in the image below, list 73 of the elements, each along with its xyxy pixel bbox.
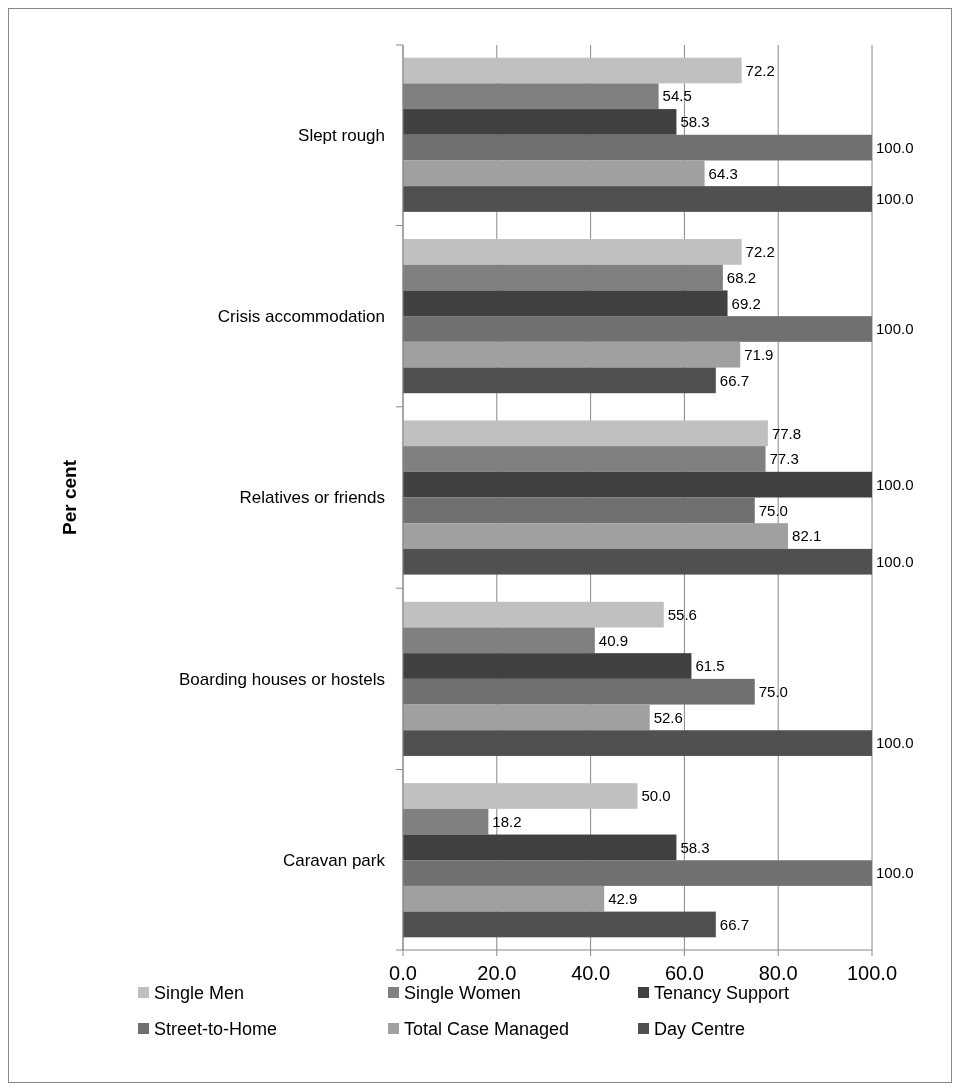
data-label: 54.5 [662, 87, 692, 105]
bar [403, 783, 638, 809]
x-tick-label: 60.0 [664, 962, 704, 984]
data-label: 42.9 [608, 890, 638, 908]
data-label: 58.3 [680, 113, 710, 131]
legend-label: Total Case Managed [404, 1019, 570, 1040]
legend-label: Day Centre [654, 1019, 746, 1040]
data-label: 68.2 [726, 268, 757, 286]
bar [403, 497, 755, 524]
bar [403, 471, 872, 498]
bar [403, 601, 664, 628]
data-label: 100.0 [876, 552, 914, 570]
bar [403, 239, 742, 265]
bar [403, 57, 742, 84]
data-label: 55.6 [667, 605, 697, 623]
bar [403, 420, 768, 447]
x-tick-label: 40.0 [571, 962, 611, 984]
x-tick-label: 80.0 [758, 962, 798, 984]
data-label: 50.0 [641, 787, 671, 805]
bar [403, 548, 872, 575]
data-label: 75.0 [758, 682, 788, 700]
bar [403, 678, 755, 705]
data-label: 72.2 [745, 243, 775, 261]
data-label: 100.0 [876, 138, 914, 156]
y-tick-label: Crisis accommodation [217, 307, 385, 327]
bar [403, 834, 677, 861]
bar [403, 523, 789, 549]
bar [403, 885, 605, 912]
data-label: 18.2 [492, 812, 522, 830]
data-label: 66.7 [719, 371, 750, 389]
bar [403, 367, 716, 394]
data-label: 61.5 [695, 657, 725, 675]
data-label: 100.0 [876, 190, 914, 208]
y-tick-label: Slept rough [298, 125, 385, 145]
data-label: 58.3 [680, 838, 710, 856]
bar [403, 704, 650, 731]
legend-label: Street-to-Home [154, 1019, 278, 1040]
legend-label: Single Women [404, 983, 521, 1004]
text: Per cent [59, 459, 80, 535]
data-label: 75.0 [758, 501, 788, 519]
data-label: 100.0 [876, 864, 914, 882]
legend-label: Single Men [154, 983, 245, 1004]
bar [403, 160, 705, 187]
bar [403, 134, 872, 161]
data-label: 72.2 [745, 61, 775, 79]
data-label: 77.8 [771, 424, 802, 442]
y-tick-label: Relatives or friends [239, 488, 385, 508]
bar [403, 290, 728, 317]
data-label: 82.1 [792, 527, 822, 545]
bar [403, 653, 692, 679]
x-tick-label: 20.0 [477, 962, 517, 984]
data-label: 52.6 [653, 708, 683, 726]
bar [403, 186, 872, 212]
bar [403, 911, 716, 938]
bar [403, 730, 872, 756]
legend-label: Tenancy Support [654, 983, 790, 1004]
bar [403, 316, 872, 342]
x-tick-label: 0.0 [389, 962, 417, 984]
data-label: 100.0 [876, 320, 914, 338]
bar [403, 109, 677, 135]
data-label: 71.9 [744, 345, 774, 363]
bar [403, 860, 872, 886]
data-label: 64.3 [708, 164, 738, 182]
data-label: 66.7 [719, 915, 750, 933]
data-label: 40.9 [598, 631, 629, 649]
data-label: 69.2 [731, 294, 761, 312]
y-tick-label: Caravan park [282, 851, 386, 871]
data-label: 100.0 [876, 734, 914, 752]
bar [403, 341, 741, 368]
y-tick-label: Boarding houses or hostels [178, 669, 385, 689]
data-label: 77.3 [769, 450, 799, 468]
x-tick-label: 100.0 [846, 962, 898, 984]
data-label: 100.0 [876, 475, 914, 493]
